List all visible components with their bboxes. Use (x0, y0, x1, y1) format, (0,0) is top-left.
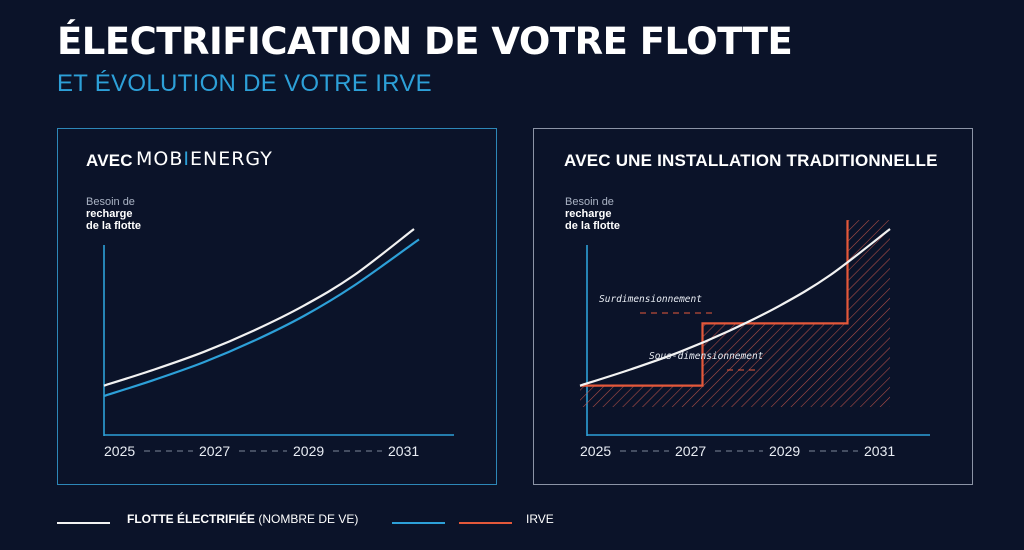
fleet-line (579, 228, 891, 387)
logo-accent-glyph: I (183, 148, 190, 170)
annotation-label: Sous-dimensionnement (649, 351, 764, 362)
y-label-line2: recharge (565, 208, 612, 220)
x-tick-label: 2029 (769, 443, 800, 459)
x-tick-label: 2025 (580, 443, 611, 459)
panel-title: AVEC UNE INSTALLATION TRADITIONNELLE (564, 151, 938, 170)
x-tick-label: 2027 (675, 443, 706, 459)
y-label-line1: Besoin de (86, 196, 135, 208)
y-label-line1: Besoin de (565, 196, 614, 208)
oversize-hatch-group (580, 229, 890, 407)
irve-step-line (580, 220, 849, 387)
page-title: ÉLECTRIFICATION DE VOTRE FLOTTE (57, 20, 793, 63)
x-tick-label: 2031 (388, 443, 419, 459)
legend-irve-orange-line (459, 522, 512, 524)
y-label-line2: recharge (86, 208, 133, 220)
y-axis-label: Besoin de recharge de la flotte (565, 196, 620, 232)
logo-part1: MOB (136, 148, 184, 170)
annotation-label: Surdimensionnement (599, 294, 702, 305)
mismatch-hatch (580, 229, 890, 407)
y-label-line3: de la flotte (86, 220, 142, 232)
y-axis-label: Besoin de recharge de la flotte (86, 196, 141, 232)
x-tick-label: 2031 (864, 443, 895, 459)
irve-line (103, 238, 420, 398)
x-tick-label: 2029 (293, 443, 324, 459)
legend-fleet-line (57, 522, 110, 524)
y-label-line3: de la flotte (565, 220, 621, 232)
x-tick-label: 2025 (104, 443, 135, 459)
panel-title-prefix: AVEC (86, 151, 133, 170)
legend-irve-label: IRVE (526, 512, 554, 526)
mobenergy-chart: 2025 2027 2029 2031 (103, 228, 454, 459)
logo-part2: ENERGY (190, 148, 273, 170)
legend-fleet-bold: FLOTTE ÉLECTRIFIÉE (127, 512, 255, 526)
traditional-chart-panel: AVEC UNE INSTALLATION TRADITIONNELLE Bes… (533, 128, 973, 485)
legend-fleet-rest: (NOMBRE DE VE) (255, 512, 359, 526)
mobenergy-logo: MOBIENERGY (136, 148, 273, 170)
page-subtitle: ET ÉVOLUTION DE VOTRE IRVE (57, 70, 432, 97)
x-tick-label: 2027 (199, 443, 230, 459)
legend-fleet-label: FLOTTE ÉLECTRIFIÉE (NOMBRE DE VE) (127, 512, 358, 526)
fleet-line (103, 228, 415, 387)
mobenergy-chart-panel: AVEC MOBIENERGY Besoin de recharge de la… (57, 128, 497, 485)
traditional-chart: 2025 2027 2029 2031 Surdimensionnement Sous-d… (579, 220, 930, 459)
legend-irve-blue-line (392, 522, 445, 524)
